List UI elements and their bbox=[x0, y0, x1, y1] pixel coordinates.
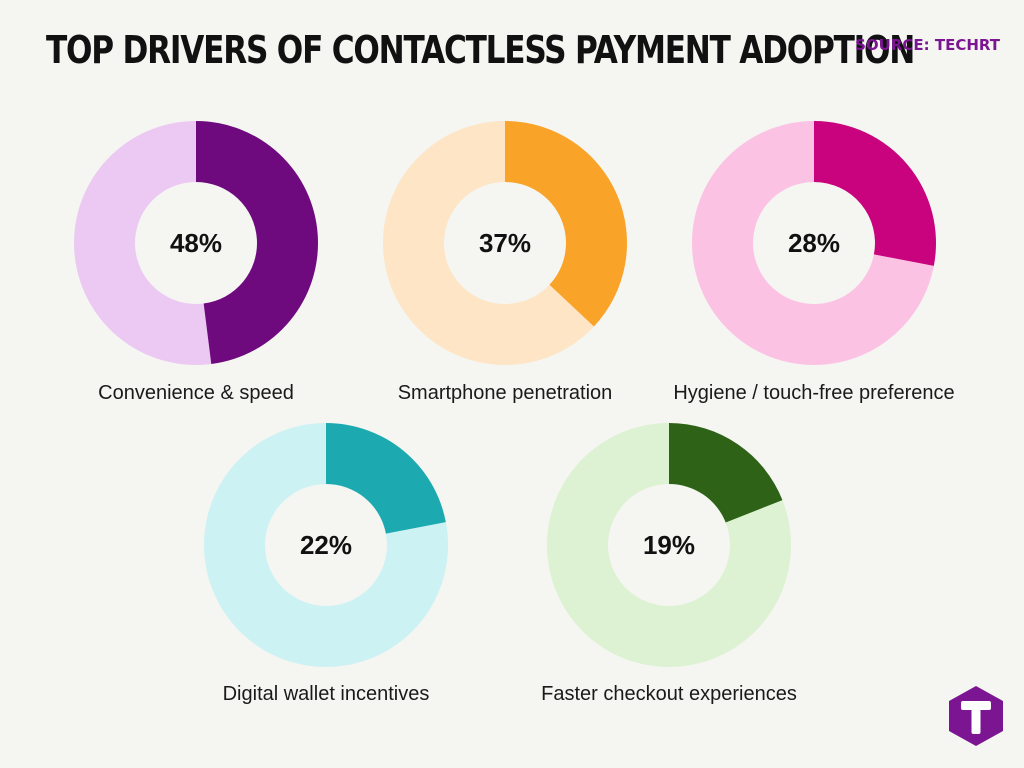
donut-remainder-segment bbox=[73, 121, 212, 365]
donut-value-segment bbox=[326, 423, 446, 534]
donut-value-label: 19% bbox=[643, 530, 695, 560]
t-hexagon-logo-icon bbox=[949, 686, 1003, 746]
donut-digital-wallet-incentives: 22% Digital wallet incentives bbox=[204, 423, 448, 705]
donut-category-label: Convenience & speed bbox=[98, 382, 294, 404]
donut-remainder-segment bbox=[691, 121, 934, 365]
donut-remainder-segment bbox=[204, 423, 448, 667]
page-title: TOP DRIVERS OF CONTACTLESS PAYMENT ADOPT… bbox=[46, 28, 915, 72]
donut-smartphone-penetration: 37% Smartphone penetration bbox=[383, 120, 627, 404]
donut-value-segment bbox=[814, 121, 937, 266]
donut-remainder-segment bbox=[383, 120, 594, 365]
donut-category-label: Digital wallet incentives bbox=[223, 683, 430, 705]
donut-value-label: 37% bbox=[479, 228, 531, 258]
donut-faster-checkout-experiences: 19% Faster checkout experiences bbox=[541, 423, 797, 705]
donut-convenience-speed: 48% Convenience & speed bbox=[73, 121, 318, 404]
logo-t-bar bbox=[961, 701, 991, 710]
donut-value-label: 22% bbox=[300, 530, 352, 560]
donut-value-segment bbox=[505, 121, 627, 327]
donut-value-segment bbox=[669, 423, 783, 523]
donut-remainder-segment bbox=[547, 423, 792, 667]
donut-category-label: Faster checkout experiences bbox=[541, 683, 797, 705]
donut-value-label: 48% bbox=[170, 228, 222, 258]
donut-hygiene-touch-free-preference: 28% Hygiene / touch-free preference bbox=[673, 121, 955, 404]
donut-category-label: Hygiene / touch-free preference bbox=[673, 382, 954, 404]
source-label: SOURCE: TECHRT bbox=[855, 36, 1000, 54]
logo-t-stem bbox=[971, 706, 981, 734]
donut-value-label: 28% bbox=[788, 228, 840, 258]
donut-value-segment bbox=[196, 121, 318, 365]
donut-category-label: Smartphone penetration bbox=[398, 382, 613, 404]
